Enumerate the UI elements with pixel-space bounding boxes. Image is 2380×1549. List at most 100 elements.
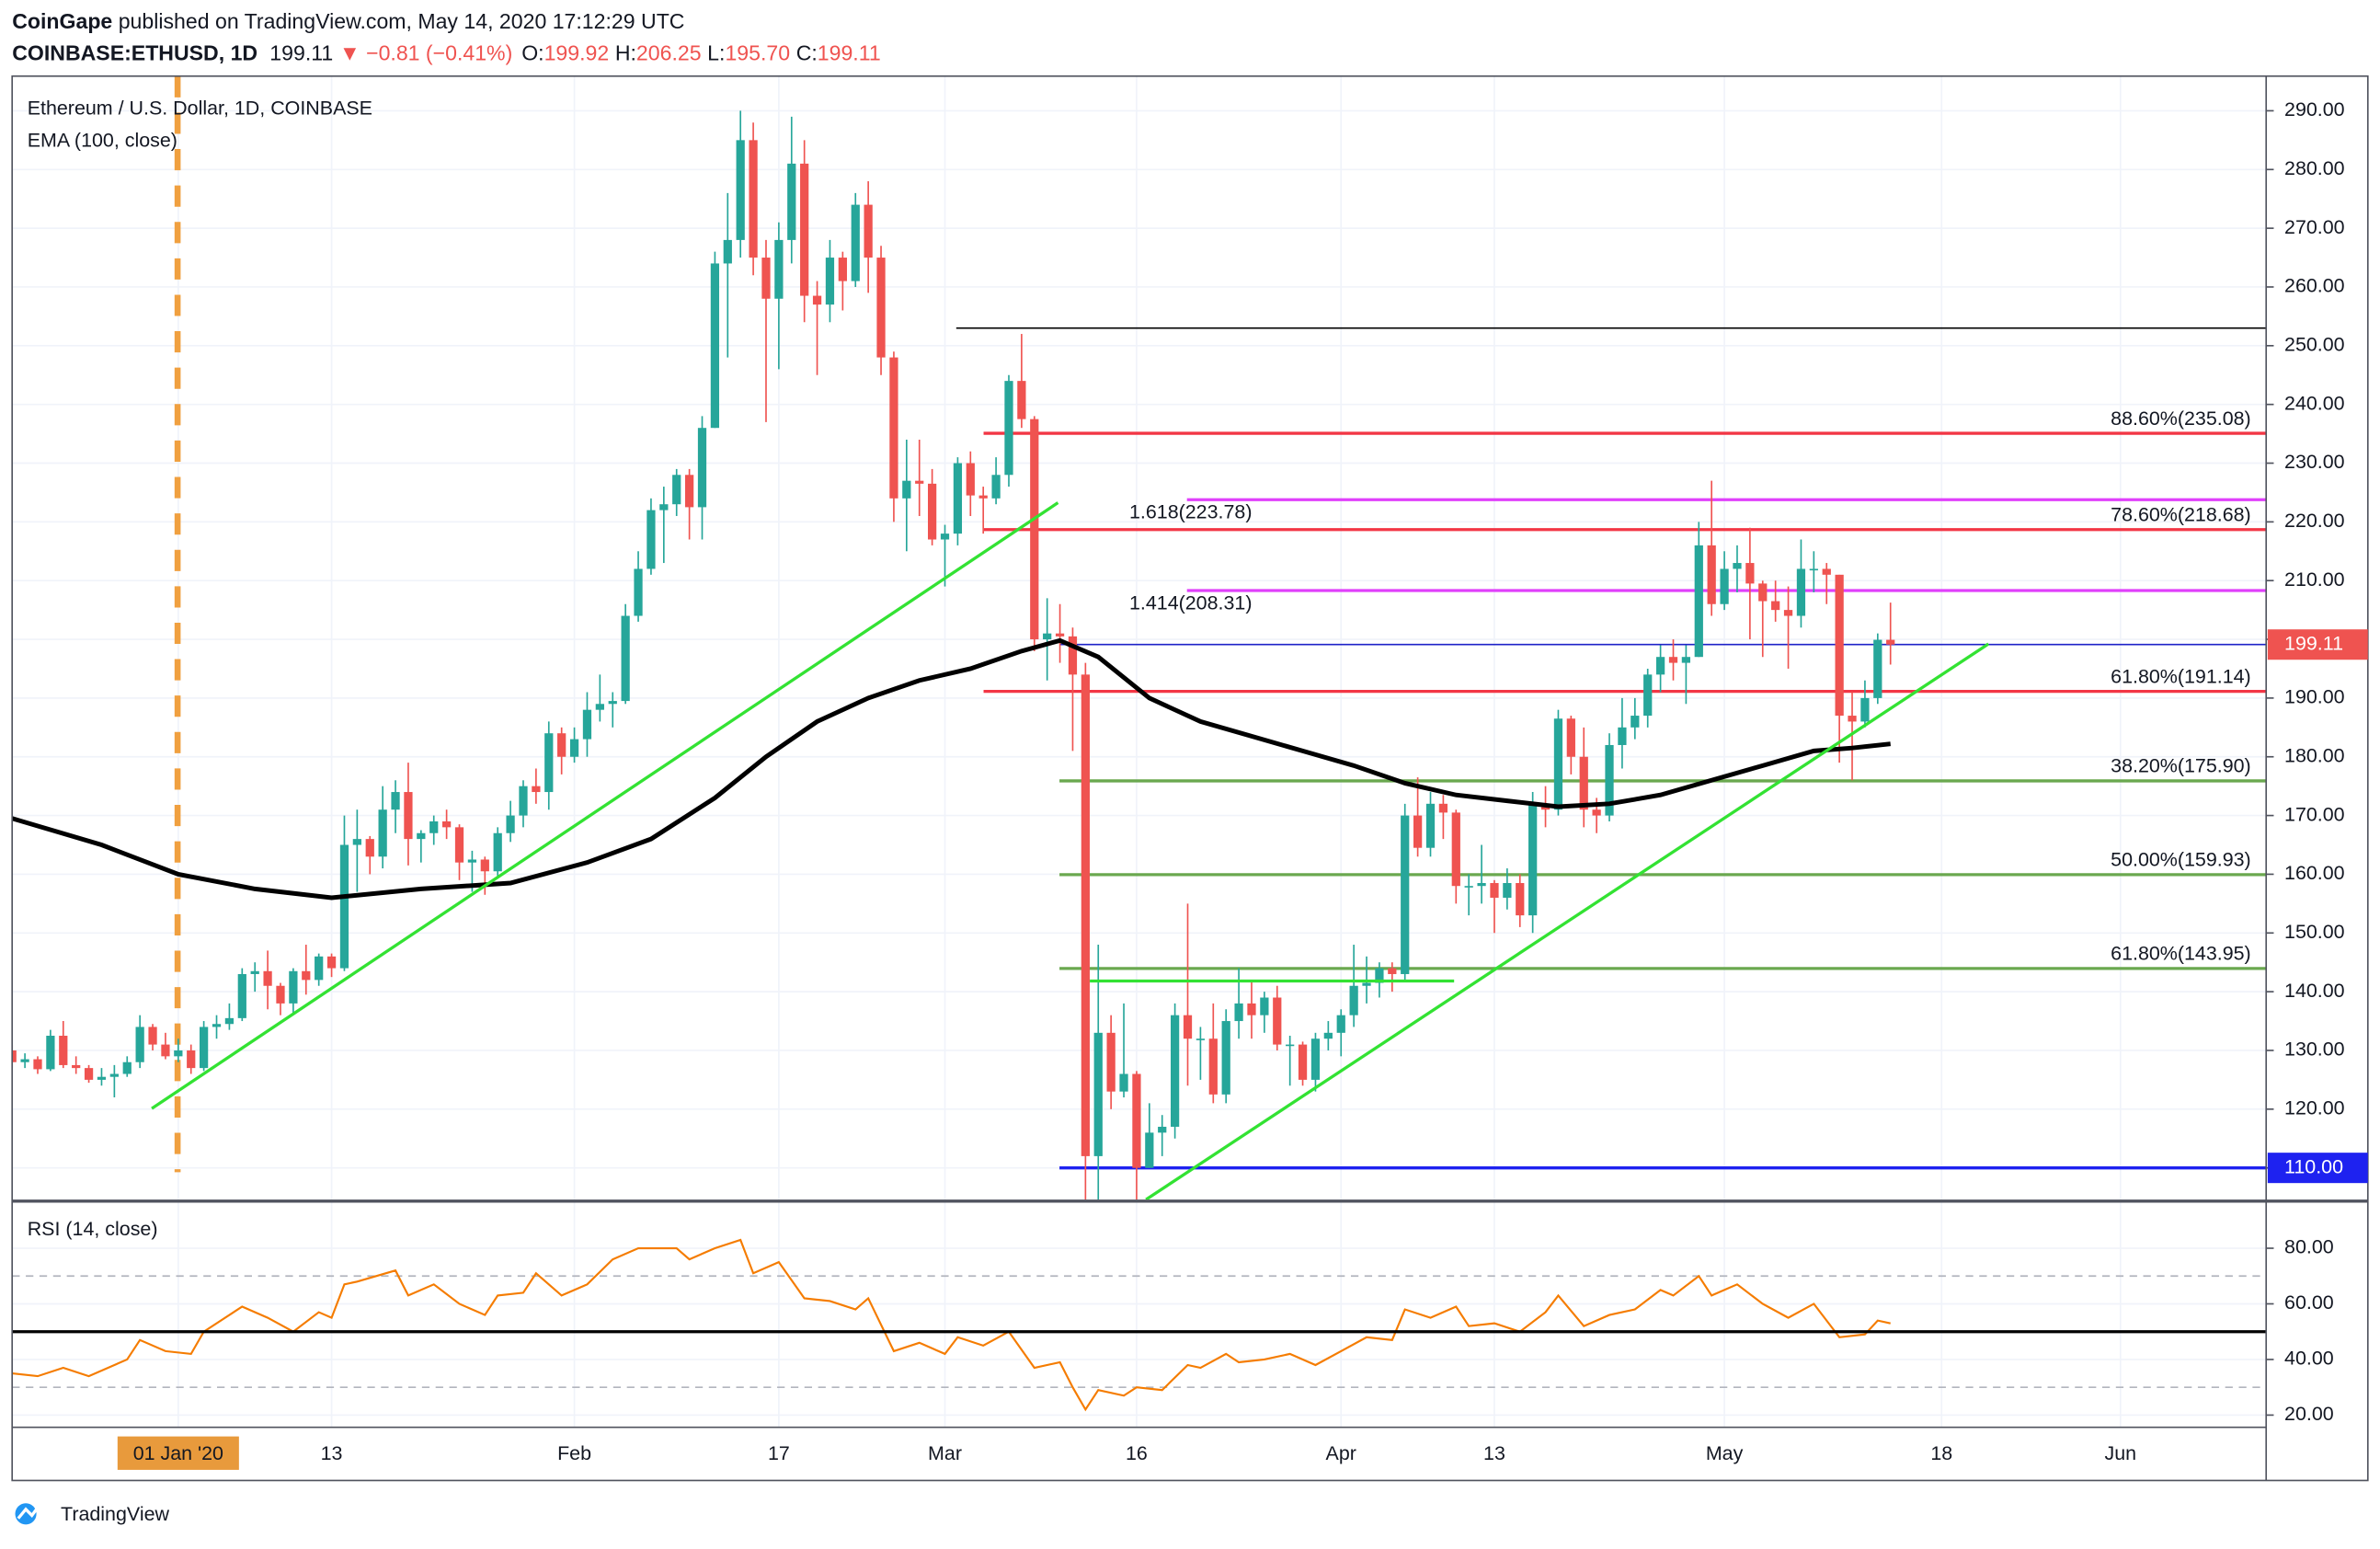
candle-body [122,1061,132,1074]
level-label: 61.80%(191.14) [2111,665,2251,687]
candle-body [1694,545,1703,658]
frame [11,75,2369,1482]
y-tick-label: 180.00 [2284,744,2345,766]
candle-body [1655,657,1665,675]
level-label: 50.00%(159.93) [2111,849,2251,871]
candle-body [1758,583,1768,602]
candle-body [224,1017,235,1025]
candle-body [454,827,464,863]
candle-body [1298,1044,1308,1080]
candle-body [109,1073,119,1077]
grid [12,75,2267,1428]
candle-body [838,258,847,281]
candle-body [1030,419,1039,640]
y-tick-label: 270.00 [2284,216,2345,238]
candle-body [1771,601,1780,611]
candle-body [212,1024,222,1027]
candle-body [315,956,324,981]
last-price: 199.11 [269,41,333,65]
candle-body [889,357,898,499]
candle-body [1234,1003,1243,1022]
candle-body [1119,1073,1128,1092]
candle-body [1388,968,1397,974]
ema-line [12,637,1891,901]
quote-line: COINBASE:ETHUSD, 1D 199.11 ▼ −0.81 (−0.41%… [12,41,880,65]
candle-body [608,701,617,705]
candle-body [1273,997,1282,1045]
candle-body [1055,633,1065,637]
candle-body [697,428,707,508]
level-label: 88.60%(235.08) [2111,407,2251,430]
candle-body [991,475,1001,499]
candle-body [237,973,246,1018]
candle-body [544,733,554,793]
x-tick-label: 13 [321,1442,343,1464]
candle-body [1362,982,1371,986]
published: published on TradingView.com, May 14, 20… [112,9,684,33]
candle-body [97,1076,107,1080]
candle-body [864,204,873,258]
candle-body [953,463,963,534]
candle-body [161,1044,170,1057]
axes: 110.00 120.00 130.00 140.00 150.00 160.00 170.… [11,75,2369,1482]
candle-body [365,839,374,857]
candle-body [1643,674,1653,717]
candle-body [200,1027,209,1069]
level-label: 78.60%(218.68) [2111,504,2251,526]
y-tick-label: 250.00 [2284,333,2345,355]
candle-body [1017,381,1026,419]
candle-body [46,1036,55,1070]
candle-body [1528,803,1538,916]
candle-body [1745,563,1755,584]
ohlc-key: H: [615,41,636,65]
ohlc-value: 199.92 [544,41,610,65]
candle-body [582,709,592,740]
candle-body [263,970,272,986]
candle-body [646,510,656,569]
candle-body [20,1059,29,1062]
candle-body [417,832,426,840]
y-tick-label: 140.00 [2284,980,2345,1002]
candle-body [876,258,886,358]
candle-body [1848,716,1857,722]
candle-body [557,733,566,757]
candle-body [659,504,669,511]
candle-body [761,258,771,299]
candle-body [1323,1032,1333,1039]
brand: TradingView [61,1503,169,1525]
candle-body [1796,568,1806,616]
candle-body [1247,1003,1256,1015]
candle-body [1822,568,1831,575]
candle-body [1336,1015,1345,1033]
candle-body [787,163,796,240]
y-tick-label: 150.00 [2284,921,2345,943]
price-label-box [2267,629,2368,660]
candle-body [1438,803,1448,813]
candle-body [493,832,502,872]
candle-body [1132,1073,1141,1168]
ohlc-key: L: [707,41,725,65]
y-tick-label: 190.00 [2284,686,2345,708]
candle-body [1477,883,1486,887]
rsi-title: RSI (14, close) [28,1218,158,1240]
candle-body [441,820,452,828]
candle-body [1860,697,1870,722]
candle-body [1668,657,1678,663]
candle-body [1349,985,1358,1015]
y-tick-label: 130.00 [2284,1038,2345,1061]
candle-body [250,970,259,974]
candle-body [672,475,681,505]
candle-body [825,258,835,305]
candle-body [1566,718,1575,757]
change: ▼ −0.81 (−0.41%) [339,41,512,65]
candle-body [1081,674,1090,1156]
symbol: COINBASE:ETHUSD, 1D [12,41,257,65]
y-tick-label: 80.00 [2284,1236,2334,1258]
candle-body [851,204,860,281]
candle-body [736,140,745,240]
candle-body [684,475,694,508]
publisher: CoinGape [12,9,112,33]
x-tick-label: Jun [2105,1442,2137,1464]
x-tick-label: 01 Jan '20 [133,1442,223,1464]
candle-body [429,820,439,833]
